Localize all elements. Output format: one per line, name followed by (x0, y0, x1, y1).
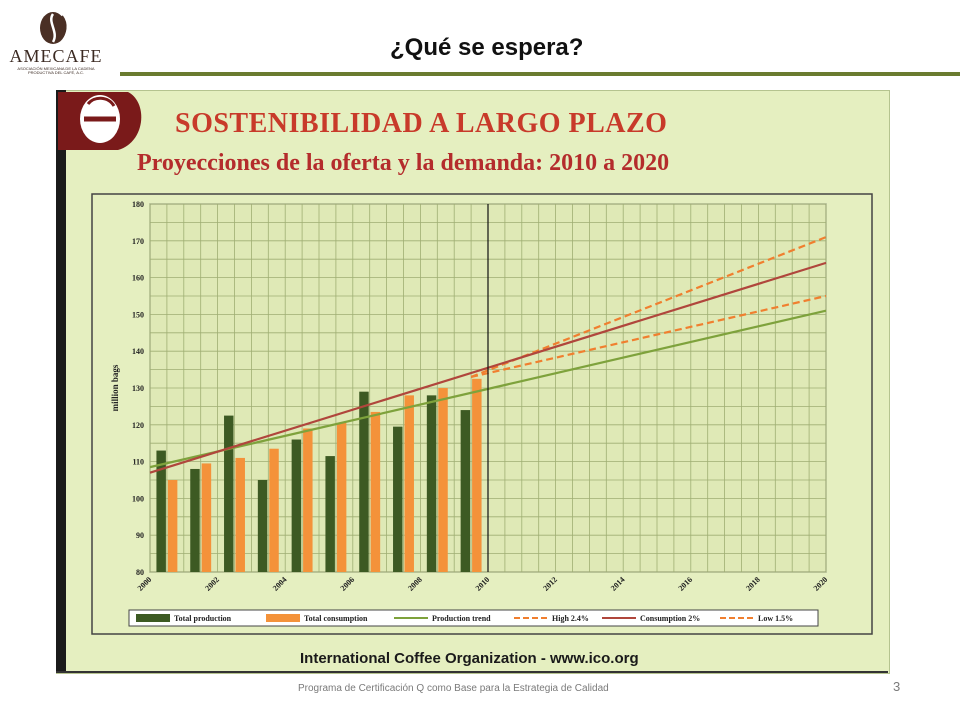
x-tick-label: 2016 (677, 575, 695, 593)
y-tick-label: 130 (132, 384, 144, 393)
x-tick-label: 2006 (339, 575, 357, 593)
logo-brand: AMECAFE (9, 46, 103, 66)
legend-label: High 2.4% (552, 614, 589, 623)
consumption-bar (472, 378, 482, 572)
x-tick-label: 2020 (812, 575, 830, 593)
y-tick-label: 120 (132, 421, 144, 430)
production-bar (156, 450, 166, 572)
y-tick-label: 100 (132, 494, 144, 503)
production-bar (190, 468, 200, 572)
series-line (470, 294, 827, 379)
legend-label: Low 1.5% (758, 614, 793, 623)
x-tick-label: 2008 (406, 575, 424, 593)
legend-label: Total production (174, 614, 232, 623)
y-axis-label: million bags (110, 364, 120, 411)
legend-swatch (266, 614, 300, 622)
legend: Total production Total consumption Product… (136, 614, 793, 623)
legend-label: Total consumption (304, 614, 368, 623)
production-bar (325, 456, 335, 572)
consumption-bar (201, 463, 212, 572)
chart-subtitle: Proyecciones de la oferta y la demanda: … (137, 150, 670, 176)
consumption-bar (269, 448, 279, 572)
panel-bottom-rule (56, 671, 888, 673)
x-tick-label: 2014 (609, 575, 627, 593)
x-tick-label: 2004 (271, 575, 289, 593)
y-tick-label: 150 (132, 310, 144, 319)
amecafe-logo: AMECAFE ASOCIACIÓN MEXICANA DE LA CADENA… (6, 10, 124, 75)
y-tick-label: 80 (136, 568, 144, 577)
series-line (470, 236, 827, 378)
legend-label: Consumption 2% (640, 614, 700, 623)
production-bar (257, 480, 268, 572)
consumption-bar (235, 457, 245, 572)
y-tick-label: 170 (132, 237, 144, 246)
page-number: 3 (893, 679, 901, 694)
header-divider (120, 72, 960, 76)
production-bar (393, 426, 403, 572)
y-tick-label: 160 (132, 274, 144, 283)
consumption-bar (167, 480, 178, 572)
slide-title: ¿Qué se espera? (390, 34, 584, 61)
legend-swatch (136, 614, 170, 622)
consumption-bar (336, 422, 347, 572)
y-tick-label: 180 (132, 200, 144, 209)
consumption-bar (438, 388, 448, 572)
y-tick-label: 140 (132, 347, 144, 356)
chart: 80 90 100 110 120 130 140 150 160 170 180 2000 2002… (91, 193, 873, 635)
legend-label: Production trend (432, 614, 491, 623)
chart-source: International Coffee Organization - www.… (300, 650, 639, 667)
x-tick-label: 2018 (744, 575, 762, 593)
consumption-bar (370, 411, 381, 572)
consumption-bar (404, 395, 414, 572)
panel-left-edge (56, 90, 66, 672)
y-axis: 80 90 100 110 120 130 140 150 160 170 180 (132, 200, 144, 577)
chart-title: SOSTENIBILIDAD A LARGO PLAZO (175, 108, 668, 139)
production-bar (460, 410, 471, 572)
x-tick-label: 2010 (474, 575, 492, 593)
logo-tagline: ASOCIACIÓN MEXICANA DE LA CADENA PRODUCT… (17, 66, 95, 75)
footer-text: Programa de Certificación Q como Base pa… (298, 683, 609, 694)
y-tick-label: 110 (132, 458, 144, 467)
production-bar (359, 391, 369, 572)
x-tick-label: 2012 (541, 575, 559, 593)
ico-logo-icon (58, 92, 142, 150)
legend-box (128, 609, 819, 627)
x-axis: 2000 2002 2004 2006 2008 2010 2012 2014 2016 2018… (136, 575, 830, 593)
chart-frame (91, 193, 873, 635)
x-tick-label: 2002 (203, 575, 221, 593)
x-tick-label: 2000 (136, 575, 154, 593)
consumption-bar (303, 428, 313, 572)
bars (156, 378, 482, 572)
production-bar (426, 395, 437, 572)
y-tick-label: 90 (136, 531, 144, 540)
production-bar (291, 439, 302, 572)
coffee-bean-icon (40, 12, 67, 44)
production-bar (224, 415, 234, 572)
